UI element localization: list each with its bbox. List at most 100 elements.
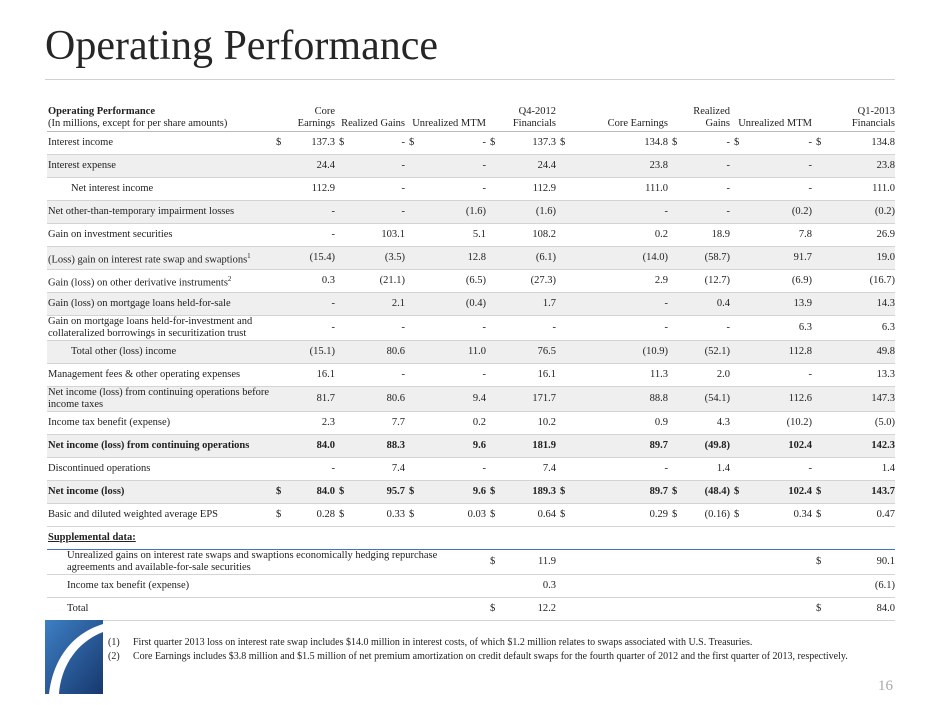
table-row: Total other (loss) income (15.1) 80.6 11.0 7… xyxy=(47,340,895,364)
cell-value: (48.4) xyxy=(704,486,730,497)
cell: 112.9 xyxy=(272,177,335,201)
cell: - xyxy=(556,292,668,316)
cell: 112.6 xyxy=(730,386,812,412)
cell-value: 0.2 xyxy=(654,229,668,240)
currency: $ xyxy=(409,486,415,497)
row-label: Basic and diluted weighted average EPS xyxy=(47,503,272,527)
cell: 112.8 xyxy=(730,340,812,364)
cell: (6.9) xyxy=(730,269,812,293)
cell: 13.9 xyxy=(730,292,812,316)
cell: (52.1) xyxy=(668,340,730,364)
cell-value: 80.6 xyxy=(386,346,405,357)
cell: 171.7 xyxy=(486,386,556,412)
table-row: (Loss) gain on interest rate swap and sw… xyxy=(47,246,895,270)
table-row: Interest expense 24.4 - - 24.4 23.8 - - 23.8 xyxy=(47,154,895,178)
cell: - xyxy=(730,457,813,481)
cell-value: - xyxy=(482,369,487,380)
cell: - xyxy=(405,363,487,387)
cell: 49.8 xyxy=(812,340,895,364)
cell-value: 0.64 xyxy=(537,509,556,520)
cell: (12.7) xyxy=(668,269,730,293)
spacer xyxy=(556,574,812,598)
table-row: Net income (loss) from continuing operat… xyxy=(47,434,895,458)
cell: - xyxy=(668,154,730,178)
cell-value: - xyxy=(331,229,336,240)
currency: $ xyxy=(560,509,566,520)
cell-value: 102.4 xyxy=(788,486,812,497)
cell-value: 91.7 xyxy=(793,252,812,263)
cell: 1.7 xyxy=(486,292,556,316)
cell-value: (1.6) xyxy=(535,206,556,217)
cell-value: (54.1) xyxy=(704,393,730,404)
row-label: Net income (loss) from continuing operat… xyxy=(47,434,272,458)
cell-value: - xyxy=(664,206,669,217)
cell-value: (6.5) xyxy=(465,275,486,286)
cell-value: 90.1 xyxy=(876,556,895,567)
cell: $0.47 xyxy=(812,503,895,527)
row-label-text: (Loss) gain on interest rate swap and sw… xyxy=(48,254,248,266)
cell: 2.9 xyxy=(556,269,668,293)
cell: $89.7 xyxy=(556,480,668,504)
cell-value: - xyxy=(808,369,813,380)
cell: (0.4) xyxy=(405,292,486,316)
cell: 18.9 xyxy=(668,223,730,247)
cell: 142.3 xyxy=(812,434,895,458)
cell: $134.8 xyxy=(556,131,668,155)
currency: $ xyxy=(816,603,822,614)
currency: $ xyxy=(409,509,415,520)
cell: (0.2) xyxy=(812,200,895,224)
cell-value: 10.2 xyxy=(537,417,556,428)
cell-value: 18.9 xyxy=(711,229,730,240)
table-label: Operating Performance xyxy=(48,106,156,117)
cell: $9.6 xyxy=(405,480,486,504)
cell-value: - xyxy=(331,463,336,474)
cell-value: 111.0 xyxy=(872,183,895,194)
cell: - xyxy=(335,315,405,341)
cell: (1.6) xyxy=(486,200,556,224)
cell: 16.1 xyxy=(272,363,335,387)
currency: $ xyxy=(672,509,678,520)
cell-value: 12.2 xyxy=(537,603,556,614)
currency: $ xyxy=(816,137,822,148)
cell: 9.4 xyxy=(405,386,486,412)
cell-value: 14.3 xyxy=(876,298,895,309)
currency: $ xyxy=(560,137,566,148)
cell-value: - xyxy=(401,183,406,194)
cell-value: 102.4 xyxy=(788,440,812,451)
row-label: Net other-than-temporary impairment loss… xyxy=(47,200,272,224)
cell-value: (10.9) xyxy=(642,346,668,357)
cell-value: 7.4 xyxy=(542,463,556,474)
cell-value: - xyxy=(808,463,813,474)
cell-value: 1.7 xyxy=(542,298,556,309)
cell-value: - xyxy=(482,183,487,194)
cell-value: (0.16) xyxy=(704,509,730,520)
footnote: (2) Core Earnings includes $3.8 million a… xyxy=(108,650,848,664)
cell-value: - xyxy=(331,322,336,333)
cell: 7.7 xyxy=(335,411,405,435)
cell: 111.0 xyxy=(556,177,668,201)
cell: - xyxy=(668,177,730,201)
cell: 1.4 xyxy=(668,457,730,481)
currency: $ xyxy=(734,137,740,148)
currency: $ xyxy=(409,137,415,148)
cell-value: 6.3 xyxy=(881,322,895,333)
spacer xyxy=(556,597,812,621)
cell-value: 88.8 xyxy=(649,393,668,404)
cell-value: - xyxy=(808,137,813,148)
cell-value: (16.7) xyxy=(869,275,895,286)
cell-value: 84.0 xyxy=(316,440,335,451)
cell-value: 0.2 xyxy=(472,417,486,428)
cell-value: 143.7 xyxy=(871,486,895,497)
cell: (15.4) xyxy=(272,246,335,270)
cell-value: 13.3 xyxy=(876,369,895,380)
cell: 102.4 xyxy=(730,434,812,458)
cell-value: (0.2) xyxy=(874,206,895,217)
cell-value: 137.3 xyxy=(311,137,335,148)
cell: 23.8 xyxy=(556,154,668,178)
cell: (6.5) xyxy=(405,269,486,293)
cell-value: - xyxy=(808,160,813,171)
cell-value: - xyxy=(482,322,487,333)
cell: 7.8 xyxy=(730,223,812,247)
footnote: (1) First quarter 2013 loss on interest r… xyxy=(108,636,848,650)
cell-value: 16.1 xyxy=(316,369,335,380)
